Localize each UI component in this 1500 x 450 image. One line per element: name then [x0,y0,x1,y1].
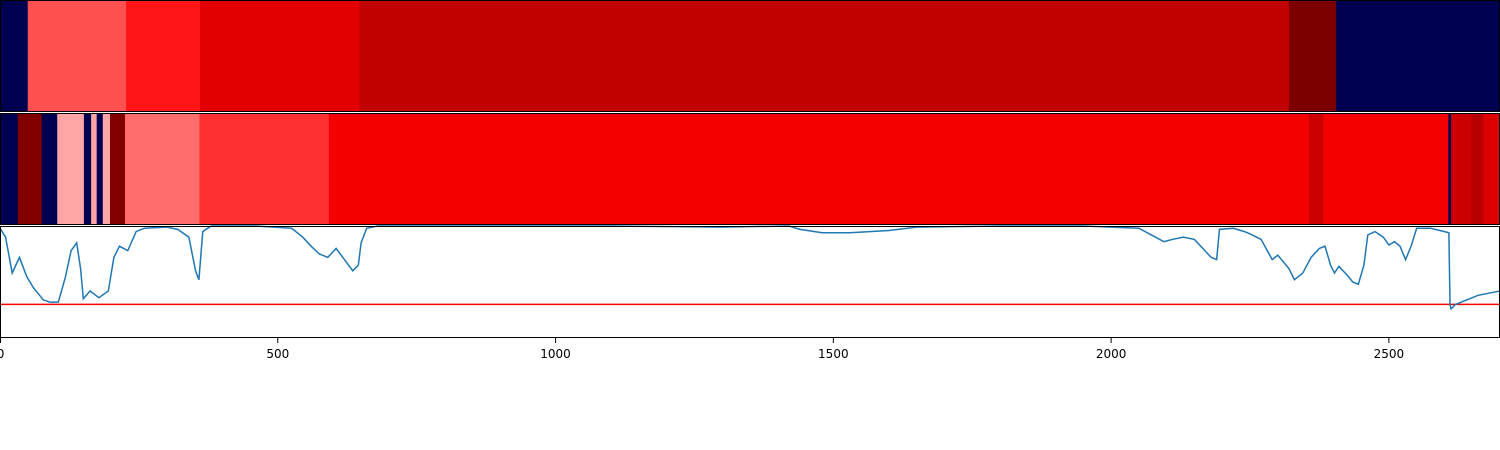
band-1-segment-4 [200,0,360,112]
band-2-segment-15 [1448,113,1452,225]
line-panel [0,225,1500,338]
band-1-segment-3 [126,0,201,112]
band-2-segment-1 [0,113,19,225]
x-tick-label-0: 0 [0,347,4,361]
x-tick-label-500: 500 [266,347,289,361]
line-panel-background [0,226,1500,338]
x-tick-label-1000: 1000 [540,347,571,361]
band-2-segment-4 [57,113,85,225]
band-2-segment-2 [17,113,43,225]
band-2-segment-3 [41,113,58,225]
band-2-segment-14 [1323,113,1449,225]
band-1-segment-5 [359,0,1290,112]
band-2-segment-17 [1471,113,1484,225]
x-tick-label-1500: 1500 [818,347,849,361]
band-2-segment-9 [110,113,126,225]
band-2-segment-6 [91,113,98,225]
band-2-segment-10 [125,113,200,225]
band-2-segment-13 [1308,113,1324,225]
band-panel-2 [0,113,1500,225]
band-1-segment-1 [0,0,29,112]
band-2-segment-11 [199,113,330,225]
band-1-segment-2 [27,0,127,112]
band-2-segment-16 [1451,113,1472,225]
x-tick-label-2000: 2000 [1096,347,1127,361]
x-axis: 0 500 1000 1500 2000 2500 [0,338,1404,361]
band-2-segment-8 [102,113,111,225]
band-2-segment-18 [1483,113,1500,225]
band-2-segment-12 [328,113,1310,225]
band-panel-1 [0,0,1500,112]
band-1-segment-6 [1288,0,1337,112]
band-2-segment-5 [83,113,92,225]
band-2-segment-7 [96,113,104,225]
band-1-segment-7 [1336,0,1500,112]
x-tick-label-2500: 2500 [1374,347,1405,361]
